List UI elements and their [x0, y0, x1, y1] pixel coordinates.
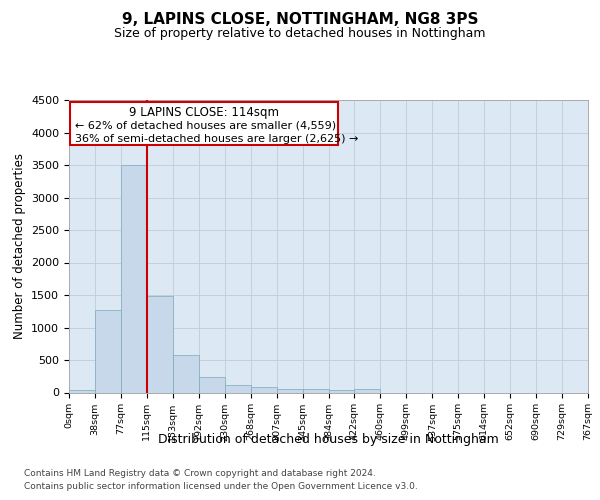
Y-axis label: Number of detached properties: Number of detached properties [13, 153, 26, 340]
Text: Contains public sector information licensed under the Open Government Licence v3: Contains public sector information licen… [24, 482, 418, 491]
Text: Distribution of detached houses by size in Nottingham: Distribution of detached houses by size … [158, 432, 499, 446]
Text: Contains HM Land Registry data © Crown copyright and database right 2024.: Contains HM Land Registry data © Crown c… [24, 468, 376, 477]
FancyBboxPatch shape [70, 102, 338, 145]
Text: 36% of semi-detached houses are larger (2,625) →: 36% of semi-detached houses are larger (… [75, 134, 358, 144]
Text: ← 62% of detached houses are smaller (4,559): ← 62% of detached houses are smaller (4,… [75, 120, 336, 130]
Bar [95, 310, 121, 392]
Bar [173, 355, 199, 393]
Bar [355, 388, 380, 392]
Text: Size of property relative to detached houses in Nottingham: Size of property relative to detached ho… [114, 28, 486, 40]
Bar [147, 296, 173, 392]
Bar [199, 377, 224, 392]
Bar [225, 385, 251, 392]
Bar [277, 389, 302, 392]
Bar [251, 388, 277, 392]
Text: 9, LAPINS CLOSE, NOTTINGHAM, NG8 3PS: 9, LAPINS CLOSE, NOTTINGHAM, NG8 3PS [122, 12, 478, 28]
Text: 9 LAPINS CLOSE: 114sqm: 9 LAPINS CLOSE: 114sqm [129, 106, 279, 119]
Bar [69, 390, 95, 392]
Bar [121, 165, 147, 392]
Bar [329, 390, 355, 392]
Bar [302, 389, 329, 392]
